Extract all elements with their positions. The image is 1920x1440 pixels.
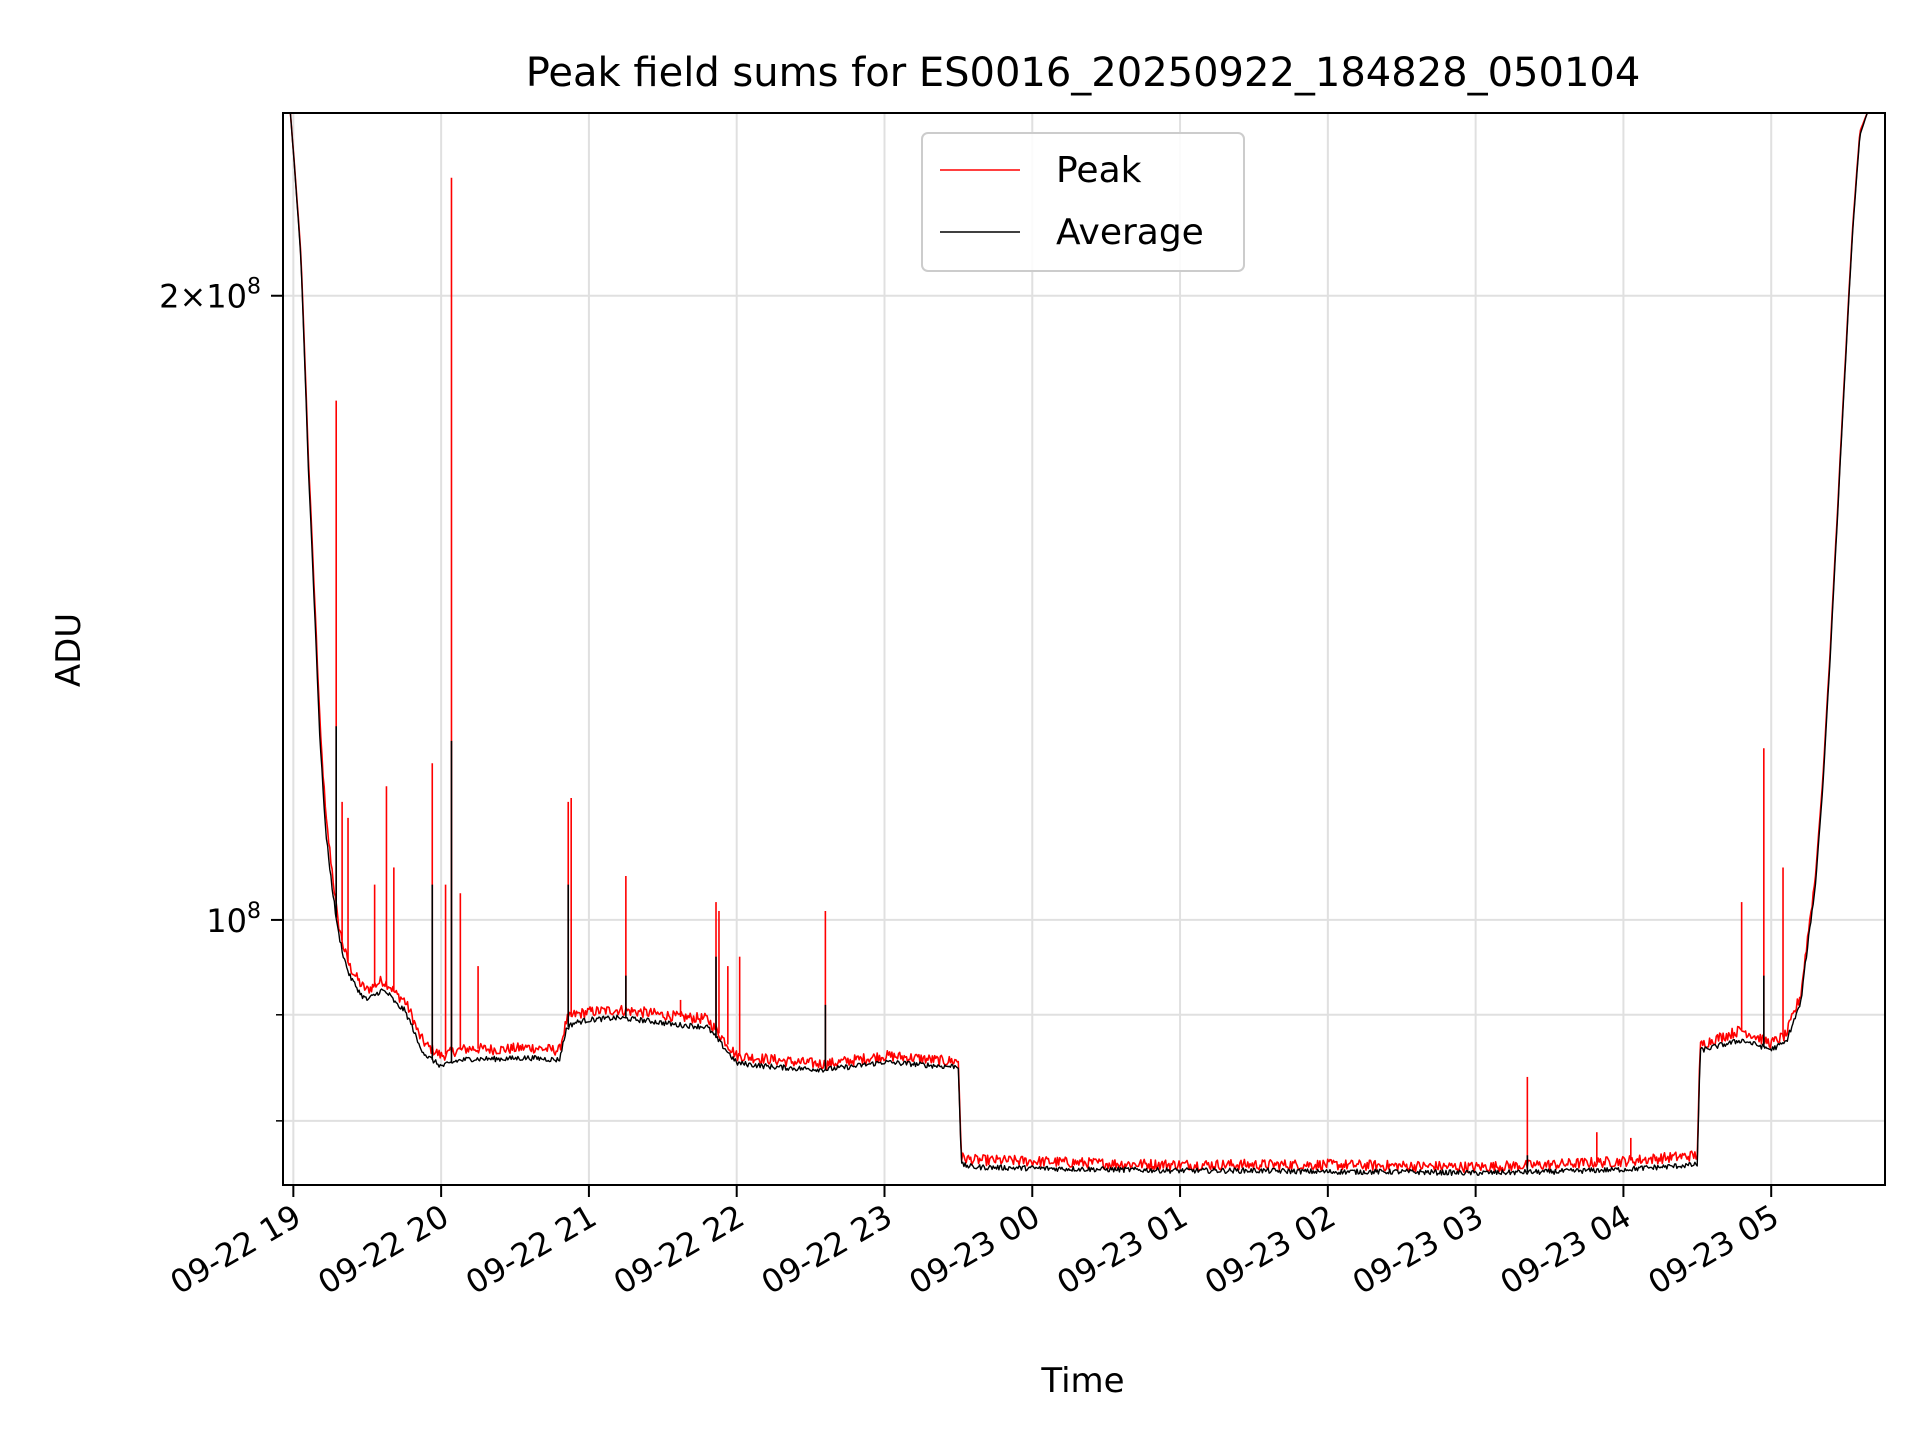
grid <box>283 113 1885 1185</box>
y-tick-label: 2×108 <box>159 275 261 316</box>
y-tick-coef: 2 <box>159 278 179 316</box>
y-tick-base: 10 <box>206 278 247 316</box>
legend-label-peak: Peak <box>1056 150 1142 191</box>
series-average <box>289 113 1868 1177</box>
legend-box <box>921 132 1245 272</box>
plot-frame <box>282 112 1886 1186</box>
legend-label-average: Average <box>1056 212 1204 253</box>
y-tick-times: × <box>179 278 206 316</box>
y-tick-exponent: 8 <box>247 899 261 924</box>
chart-title: Peak field sums for ES0016_20250922_1848… <box>526 50 1641 96</box>
y-tick-base: 10 <box>206 902 247 940</box>
y-axis-label: ADU <box>49 613 89 687</box>
series-layer <box>289 113 1869 1177</box>
y-tick-label: 108 <box>206 899 261 940</box>
series-line <box>289 113 1869 1174</box>
series-line <box>289 113 1868 1177</box>
x-axis-label: Time <box>1040 1361 1124 1401</box>
legend: Peak Average <box>921 132 1245 272</box>
y-tick-exponent: 8 <box>247 275 261 300</box>
